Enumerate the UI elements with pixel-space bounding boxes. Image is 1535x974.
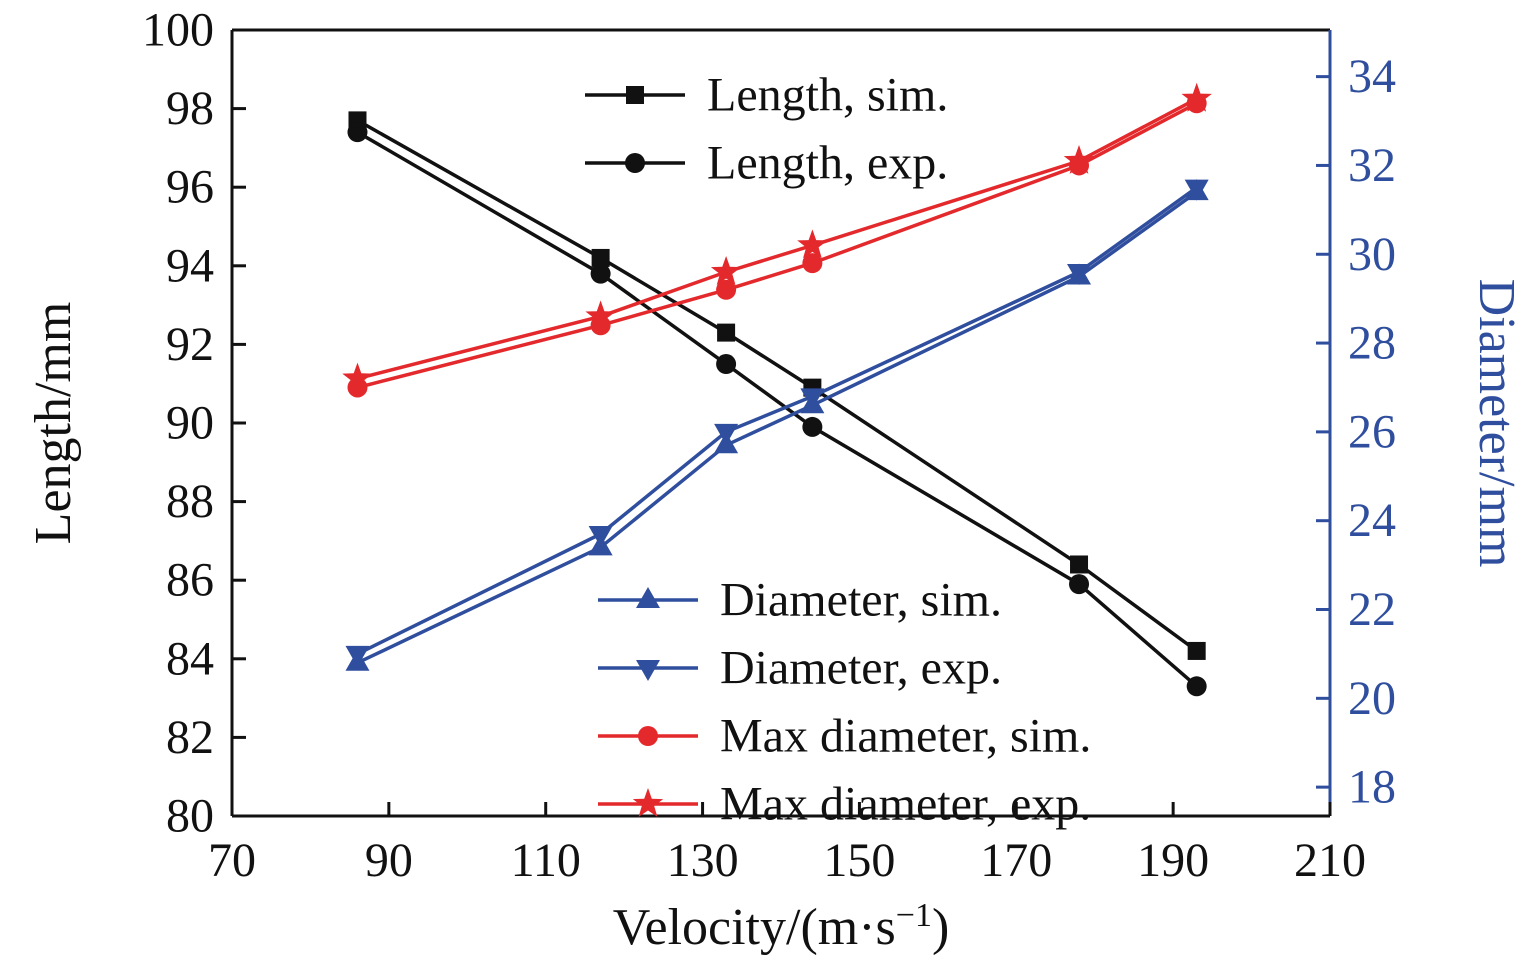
legend-2: Diameter, sim. Diameter, exp. Max diameter… xyxy=(598,574,1091,831)
series-max-diameter-exp xyxy=(342,82,1212,392)
legend-label: Diameter, exp. xyxy=(720,642,1002,695)
y-left-tick-label: 90 xyxy=(166,397,214,450)
x-tick-label: 70 xyxy=(208,834,256,887)
y-axis-right: 18 20 22 24 26 28 30 32 34 xyxy=(1316,50,1396,814)
y-right-tick-label: 20 xyxy=(1348,672,1396,725)
x-tick-label: 210 xyxy=(1294,834,1366,887)
y-right-tick-label: 32 xyxy=(1348,139,1396,192)
y-left-tick-label: 86 xyxy=(166,554,214,607)
y-axis-left: 80 82 84 86 88 90 92 94 96 98 100 xyxy=(142,4,246,843)
series-line-diameter-exp xyxy=(356,186,1198,656)
y-right-tick-label: 34 xyxy=(1348,50,1396,103)
y-left-tick-label: 92 xyxy=(166,318,214,371)
circle-marker xyxy=(802,253,823,274)
x-axis-title: Velocity/(m·s−1) xyxy=(613,897,950,956)
square-marker xyxy=(717,323,736,342)
square-legend-marker xyxy=(626,86,644,104)
x-tick-label: 130 xyxy=(667,834,739,887)
y-left-tick-label: 94 xyxy=(166,239,214,292)
legend-entry-max-diameter-exp: Max diameter, exp. xyxy=(598,778,1091,831)
star-marker xyxy=(1063,145,1095,174)
y-left-tick-label: 80 xyxy=(166,790,214,843)
legend-label: Max diameter, sim. xyxy=(720,710,1091,763)
legend-entry-length-sim: Length, sim. xyxy=(585,69,948,122)
x-tick-label: 150 xyxy=(823,834,895,887)
y-right-tick-label: 18 xyxy=(1348,761,1396,814)
triangle-down-legend-marker xyxy=(636,660,660,681)
series-length-sim xyxy=(348,111,1206,660)
x-tick-label: 170 xyxy=(980,834,1052,887)
circle-marker xyxy=(590,263,611,284)
y-right-tick-label: 26 xyxy=(1348,405,1396,458)
star-marker xyxy=(585,300,616,330)
star-marker xyxy=(797,229,828,259)
legend-entry-diameter-exp: Diameter, exp. xyxy=(598,642,1002,695)
y-axis-left-title: Length/mm xyxy=(25,302,82,545)
y-axis-right-title: Diameter/mm xyxy=(1468,279,1525,568)
legend-label: Diameter, sim. xyxy=(720,574,1002,627)
triangle-up-legend-marker xyxy=(636,587,660,608)
y-left-tick-label: 84 xyxy=(166,632,214,685)
legend-label: Length, exp. xyxy=(707,137,948,190)
x-axis: 70 90 110 130 150 170 190 210 xyxy=(208,802,1366,887)
triangle-down-marker xyxy=(800,388,825,410)
x-tick-label: 90 xyxy=(365,834,413,887)
triangle-down-marker xyxy=(714,423,739,445)
star-marker xyxy=(1181,82,1212,112)
series-length-exp xyxy=(347,122,1207,697)
y-left-tick-label: 100 xyxy=(142,4,214,57)
y-left-tick-label: 98 xyxy=(166,82,214,135)
series-line-length-exp xyxy=(356,130,1198,688)
x-tick-label: 190 xyxy=(1137,834,1209,887)
y-left-tick-label: 82 xyxy=(166,711,214,764)
circle-marker xyxy=(347,122,368,143)
series-line-diameter-sim xyxy=(356,190,1198,665)
y-right-tick-label: 28 xyxy=(1348,317,1396,370)
triangle-down-marker xyxy=(345,645,370,667)
star-marker xyxy=(342,362,373,392)
square-marker xyxy=(591,248,610,267)
circle-marker xyxy=(716,279,737,300)
series-diameter-exp xyxy=(345,179,1209,667)
star-legend-marker xyxy=(632,788,664,817)
star-marker xyxy=(710,256,742,285)
y-left-tick-label: 88 xyxy=(166,475,214,528)
legend-entry-max-diameter-sim: Max diameter, sim. xyxy=(598,710,1091,763)
triangle-down-marker xyxy=(588,526,613,548)
circle-marker xyxy=(716,354,737,375)
x-tick-label: 110 xyxy=(511,834,581,887)
circle-marker xyxy=(1069,574,1090,595)
series-line-max-diameter-exp xyxy=(357,97,1198,381)
triangle-down-marker xyxy=(1184,179,1209,201)
series-line-max-diameter-sim xyxy=(357,101,1198,390)
square-marker xyxy=(1070,555,1089,574)
legend-entry-diameter-sim: Diameter, sim. xyxy=(598,574,1002,627)
y-left-tick-label: 96 xyxy=(166,161,214,214)
circle-legend-marker xyxy=(638,726,658,746)
legend-entry-length-exp: Length, exp. xyxy=(585,137,948,190)
y-right-tick-label: 22 xyxy=(1348,583,1396,636)
y-right-tick-label: 24 xyxy=(1348,494,1396,547)
y-right-tick-label: 30 xyxy=(1348,228,1396,281)
legend-label: Length, sim. xyxy=(707,69,948,122)
circle-marker xyxy=(802,416,823,437)
circle-legend-marker xyxy=(625,153,645,173)
triangle-down-marker xyxy=(1067,264,1092,286)
series-line-length-sim xyxy=(356,118,1198,653)
square-marker xyxy=(1187,641,1206,660)
circle-marker xyxy=(1186,676,1207,697)
legend-label: Max diameter, exp. xyxy=(720,778,1091,831)
legend-1: Length, sim. Length, exp. xyxy=(585,69,948,190)
